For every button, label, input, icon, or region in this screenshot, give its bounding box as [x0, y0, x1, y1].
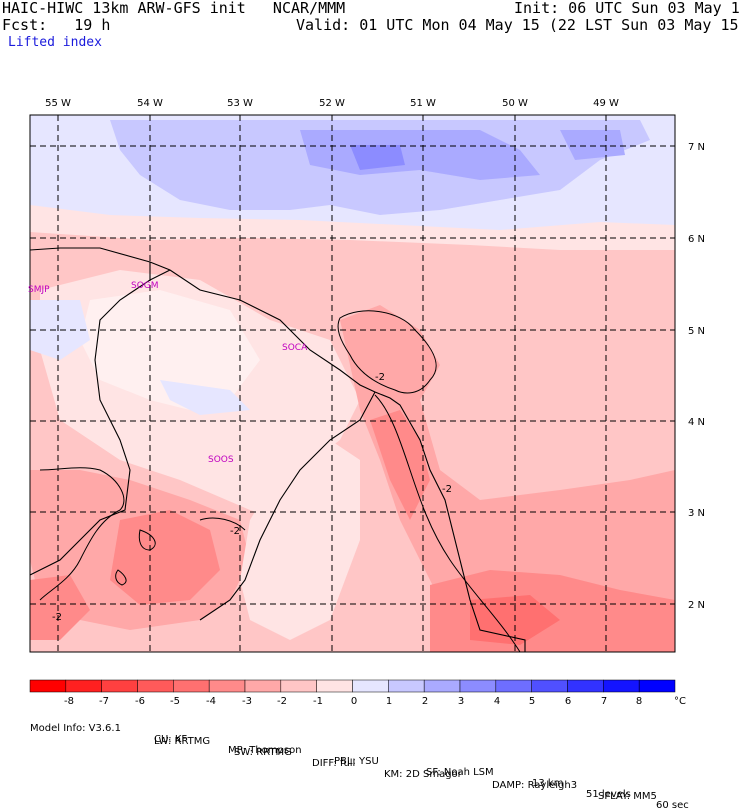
lon-label: 52 W [319, 98, 345, 109]
colorbar-tick-labels: -8 -7 -6 -5 -4 -3 -2 -1 0 1 2 3 4 5 6 7 … [64, 696, 686, 707]
colorbar-swatch [603, 679, 640, 693]
colorbar-swatch [173, 679, 210, 693]
model-title: HAIC-HIWC 13km ARW-GFS init NCAR/MMM [2, 0, 346, 17]
forecast-hour: Fcst: 19 h [2, 16, 111, 34]
latitude-labels: 7 N 6 N 5 N 4 N 3 N 2 N [688, 142, 705, 611]
contour-label: -2 [375, 372, 385, 383]
lon-label: 50 W [502, 98, 528, 109]
lifted-index-map: 55 W 54 W 53 W 52 W 51 W 50 W 49 W 7 N 6… [28, 98, 705, 707]
contour-label: -2 [52, 612, 62, 623]
colorbar-swatch [29, 679, 67, 693]
colorbar-tick: -3 [242, 696, 252, 707]
lon-label: 53 W [227, 98, 253, 109]
colorbar-swatch [244, 679, 282, 693]
coastlines [30, 247, 526, 652]
contour-label: -2 [230, 526, 240, 537]
footer-item: DIFF: full [312, 758, 356, 769]
colorbar-swatch [137, 679, 174, 693]
colorbar-tick: -1 [313, 696, 323, 707]
colorbar-swatch [208, 679, 246, 693]
lon-label: 54 W [137, 98, 163, 109]
contour-lines [39, 310, 521, 652]
colorbar-tick: -4 [206, 696, 216, 707]
footer-item: KM: 2D Smagor [384, 769, 462, 780]
station-soca: SOCA [282, 343, 308, 353]
footer-item: SW: RRTMG [234, 747, 292, 758]
footer-item: DAMP: Rayleigh3 [492, 780, 578, 791]
colorbar-tick: -7 [99, 696, 109, 707]
contour-value-labels: -2 -2 -2 -2 [52, 372, 452, 623]
lon-label: 55 W [45, 98, 71, 109]
colorbar-tick: 6 [565, 696, 571, 707]
colorbar-swatch [280, 679, 317, 693]
lat-lon-grid [30, 115, 675, 652]
colorbar-tick: -2 [277, 696, 287, 707]
colorbar-tick: -8 [64, 696, 74, 707]
init-time: Init: 06 UTC Sun 03 May 15 [514, 0, 740, 17]
station-labels: SMJP SOGM SOCA SOOS [28, 281, 308, 465]
lat-label: 4 N [688, 417, 705, 428]
colorbar-tick: -5 [170, 696, 180, 707]
station-sogm: SOGM [131, 281, 159, 291]
colorbar-swatch [65, 679, 102, 693]
colorbar-tick: 8 [636, 696, 642, 707]
lat-label: 5 N [688, 326, 705, 337]
footer-item: 60 sec [656, 800, 689, 811]
lon-label: 51 W [410, 98, 436, 109]
colorbar-swatch [638, 679, 676, 693]
colorbar-swatch [567, 679, 604, 693]
contour-label: -2 [442, 484, 452, 495]
colorbar-tick: 5 [529, 696, 535, 707]
footer-item: LW: RRTMG [154, 736, 211, 747]
colorbar-swatch [316, 679, 353, 693]
colorbar-swatch [101, 679, 138, 693]
colorbar-unit: °C [674, 696, 686, 707]
longitude-labels: 55 W 54 W 53 W 52 W 51 W 50 W 49 W [45, 98, 619, 109]
colorbar [29, 679, 676, 693]
field-name: Lifted index [8, 35, 102, 50]
footer-model-info-line2: LW: RRTMG SW: RRTMG DIFF: full KM: 2D Sm… [30, 725, 657, 802]
colorbar-swatch [352, 679, 389, 693]
colorbar-swatch [423, 679, 461, 693]
colorbar-swatch [459, 679, 497, 693]
lat-label: 3 N [688, 508, 705, 519]
colorbar-tick: 4 [494, 696, 500, 707]
colorbar-tick: -6 [135, 696, 145, 707]
colorbar-tick: 1 [386, 696, 392, 707]
lifted-index-fill [30, 115, 675, 652]
colorbar-tick: 0 [351, 696, 357, 707]
colorbar-tick: 2 [422, 696, 428, 707]
footer-item: SFLAY: MM5 [598, 791, 657, 802]
station-smjp: SMJP [28, 285, 50, 295]
lat-label: 7 N [688, 142, 705, 153]
colorbar-tick: 7 [601, 696, 607, 707]
lat-label: 6 N [688, 234, 705, 245]
station-soos: SOOS [208, 455, 234, 465]
colorbar-swatch [388, 679, 425, 693]
map-frame [29, 114, 676, 653]
lat-label: 2 N [688, 600, 705, 611]
colorbar-swatch [531, 679, 568, 693]
colorbar-swatch [495, 679, 532, 693]
footer-item: Model Info: V3.6.1 [30, 723, 121, 734]
valid-time: Valid: 01 UTC Mon 04 May 15 (22 LST Sun … [296, 16, 740, 34]
colorbar-tick: 3 [458, 696, 464, 707]
lon-label: 49 W [593, 98, 619, 109]
